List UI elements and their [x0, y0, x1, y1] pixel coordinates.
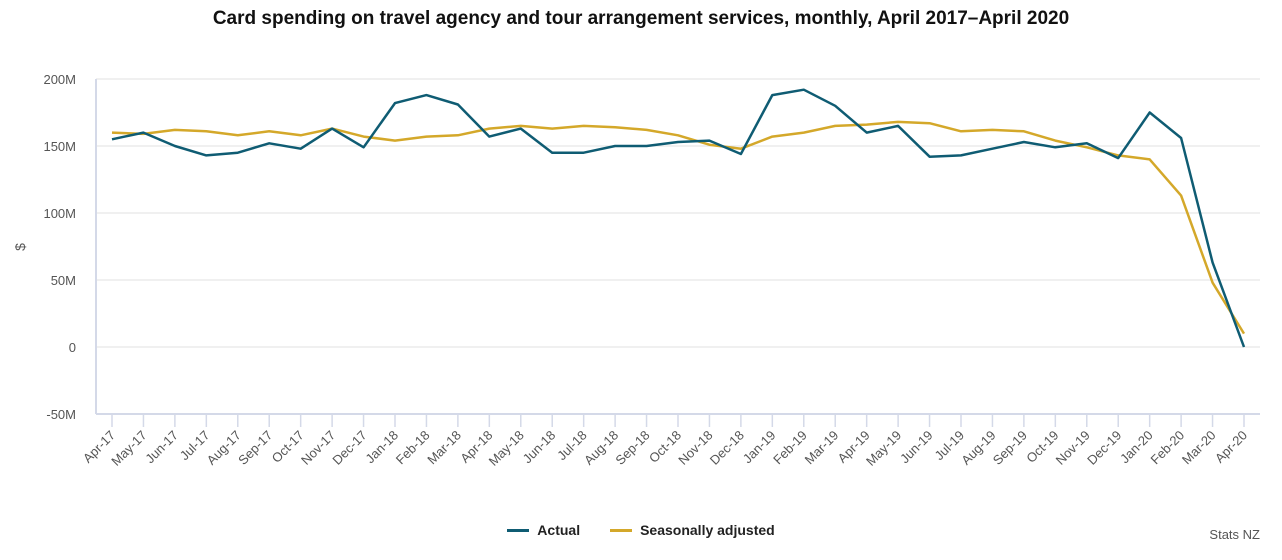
- x-tick-label: Sep-19: [990, 428, 1030, 468]
- x-tick-label: May-19: [863, 428, 904, 469]
- x-tick-label: Nov-17: [298, 428, 338, 468]
- x-axis: Apr-17May-17Jun-17Jul-17Aug-17Sep-17Oct-…: [80, 413, 1260, 469]
- x-tick-label: Feb-18: [393, 428, 433, 468]
- legend-item-actual[interactable]: Actual: [507, 522, 580, 538]
- series-lines: [111, 88, 1246, 348]
- legend-label-actual: Actual: [537, 522, 581, 538]
- y-tick-label: 0: [69, 340, 76, 355]
- x-tick-label: Jun-19: [897, 428, 936, 467]
- y-tick-label: 50M: [51, 273, 76, 288]
- x-tick-label: Aug-17: [204, 428, 244, 468]
- y-axis: 200M 150M 100M 50M 0 -50M: [43, 72, 97, 422]
- series-line-actual[interactable]: [111, 88, 1246, 348]
- x-tick-label: Jun-18: [520, 428, 559, 467]
- x-tick-label: Jun-17: [142, 428, 181, 467]
- gridlines: [96, 78, 1260, 348]
- legend-label-seasonally-adjusted: Seasonally adjusted: [640, 522, 775, 538]
- x-tick-label: Sep-18: [612, 428, 652, 468]
- x-tick-label: Feb-19: [770, 428, 810, 468]
- legend-item-seasonally-adjusted[interactable]: Seasonally adjusted: [610, 522, 775, 538]
- legend-swatch-seasonally-adjusted: [610, 528, 633, 532]
- x-tick-label: Feb-20: [1147, 428, 1187, 468]
- y-tick-label: 200M: [43, 72, 76, 87]
- x-tick-label: Dec-18: [707, 428, 747, 468]
- chart-title: Card spending on travel agency and tour …: [212, 8, 1070, 29]
- x-tick-label: Dec-19: [1084, 428, 1124, 468]
- x-tick-label: Sep-17: [235, 428, 275, 468]
- source-credit: Stats NZ: [1209, 527, 1260, 542]
- y-tick-label: 150M: [43, 139, 76, 154]
- x-tick-label: May-18: [486, 428, 527, 469]
- legend-swatch-actual: [507, 528, 530, 532]
- x-tick-label: Dec-17: [329, 428, 369, 468]
- x-tick-label: May-17: [108, 428, 149, 469]
- x-tick-label: Nov-19: [1053, 428, 1093, 468]
- series-line-seasonally-adjusted[interactable]: [111, 120, 1246, 335]
- x-tick-label: Mar-18: [424, 428, 464, 468]
- x-tick-label: Apr-20: [1212, 428, 1250, 466]
- x-tick-label: Nov-18: [675, 428, 715, 468]
- legend: Actual Seasonally adjusted: [0, 522, 1282, 538]
- y-tick-label: 100M: [43, 206, 76, 221]
- x-tick-label: Mar-20: [1179, 428, 1219, 468]
- y-axis-title: $: [12, 243, 28, 251]
- x-tick-label: Aug-18: [581, 428, 621, 468]
- x-tick-label: Aug-19: [958, 428, 998, 468]
- x-tick-label: Mar-19: [802, 428, 842, 468]
- y-tick-label: -50M: [46, 407, 76, 422]
